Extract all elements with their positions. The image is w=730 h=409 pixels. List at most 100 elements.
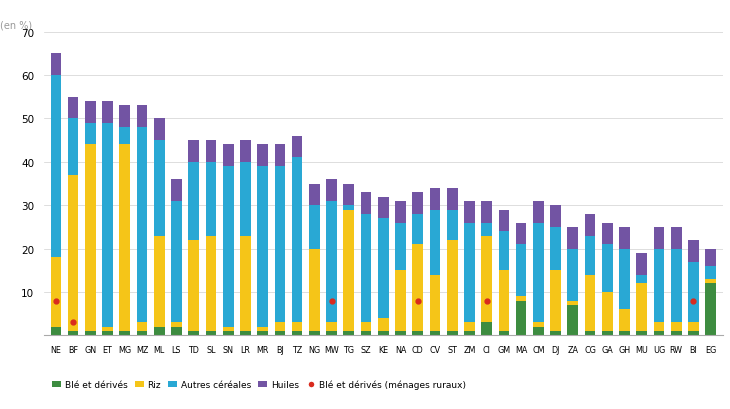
Bar [464,223,475,322]
Bar [653,227,664,249]
Bar [343,206,354,210]
Bar [188,162,199,240]
Bar [533,322,544,327]
Bar [68,119,78,175]
Bar [68,331,78,335]
Bar [378,331,388,335]
Bar [481,223,492,236]
Bar [292,158,302,322]
Bar [447,240,458,331]
Bar [102,102,113,124]
Bar [171,180,182,201]
Bar [240,162,250,236]
Bar [429,189,440,210]
Bar [516,223,526,245]
Bar [50,258,61,327]
Bar [499,210,510,231]
Bar [223,167,234,327]
Bar [171,322,182,327]
Bar [171,327,182,335]
Bar [395,201,406,223]
Bar [671,331,682,335]
Bar [378,197,388,219]
Bar [50,54,61,76]
Bar [274,145,285,167]
Bar [567,227,578,249]
Bar [567,301,578,305]
Bar [257,331,268,335]
Bar [188,141,199,162]
Bar [361,193,372,214]
Bar [516,301,526,335]
Bar [188,331,199,335]
Bar [50,76,61,258]
Bar [120,145,130,331]
Bar [309,249,320,331]
Bar [361,214,372,322]
Bar [274,322,285,331]
Bar [602,331,612,335]
Bar [550,206,561,227]
Bar [499,231,510,270]
Bar [326,331,337,335]
Bar [499,270,510,331]
Bar [585,214,596,236]
Bar [120,331,130,335]
Bar [412,214,423,245]
Bar [50,327,61,335]
Bar [585,331,596,335]
Bar [240,141,250,162]
Bar [602,245,612,292]
Bar [292,322,302,331]
Bar [240,331,250,335]
Bar [533,223,544,322]
Bar [637,283,647,331]
Bar [309,184,320,206]
Bar [464,322,475,331]
Bar [171,201,182,322]
Bar [292,137,302,158]
Bar [154,141,164,236]
Bar [637,331,647,335]
Bar [154,119,164,141]
Bar [602,223,612,245]
Bar [550,331,561,335]
Bar [68,175,78,331]
Bar [378,318,388,331]
Bar [688,240,699,262]
Bar [292,331,302,335]
Bar [240,236,250,331]
Bar [619,310,630,331]
Bar [85,124,96,145]
Bar [343,184,354,206]
Bar [206,162,216,236]
Bar [499,331,510,335]
Bar [412,193,423,214]
Bar [309,206,320,249]
Bar [412,245,423,331]
Bar [223,327,234,331]
Bar [447,189,458,210]
Bar [120,106,130,128]
Bar [206,141,216,162]
Bar [343,331,354,335]
Bar [137,331,147,335]
Bar [326,201,337,322]
Bar [637,275,647,283]
Bar [309,331,320,335]
Bar [447,331,458,335]
Bar [705,279,716,283]
Bar [516,297,526,301]
Bar [102,327,113,331]
Bar [429,331,440,335]
Bar [120,128,130,145]
Bar [223,331,234,335]
Bar [585,236,596,275]
Bar [705,283,716,335]
Bar [326,322,337,331]
Bar [257,327,268,331]
Bar [85,331,96,335]
Bar [361,331,372,335]
Bar [395,223,406,270]
Bar [326,180,337,201]
